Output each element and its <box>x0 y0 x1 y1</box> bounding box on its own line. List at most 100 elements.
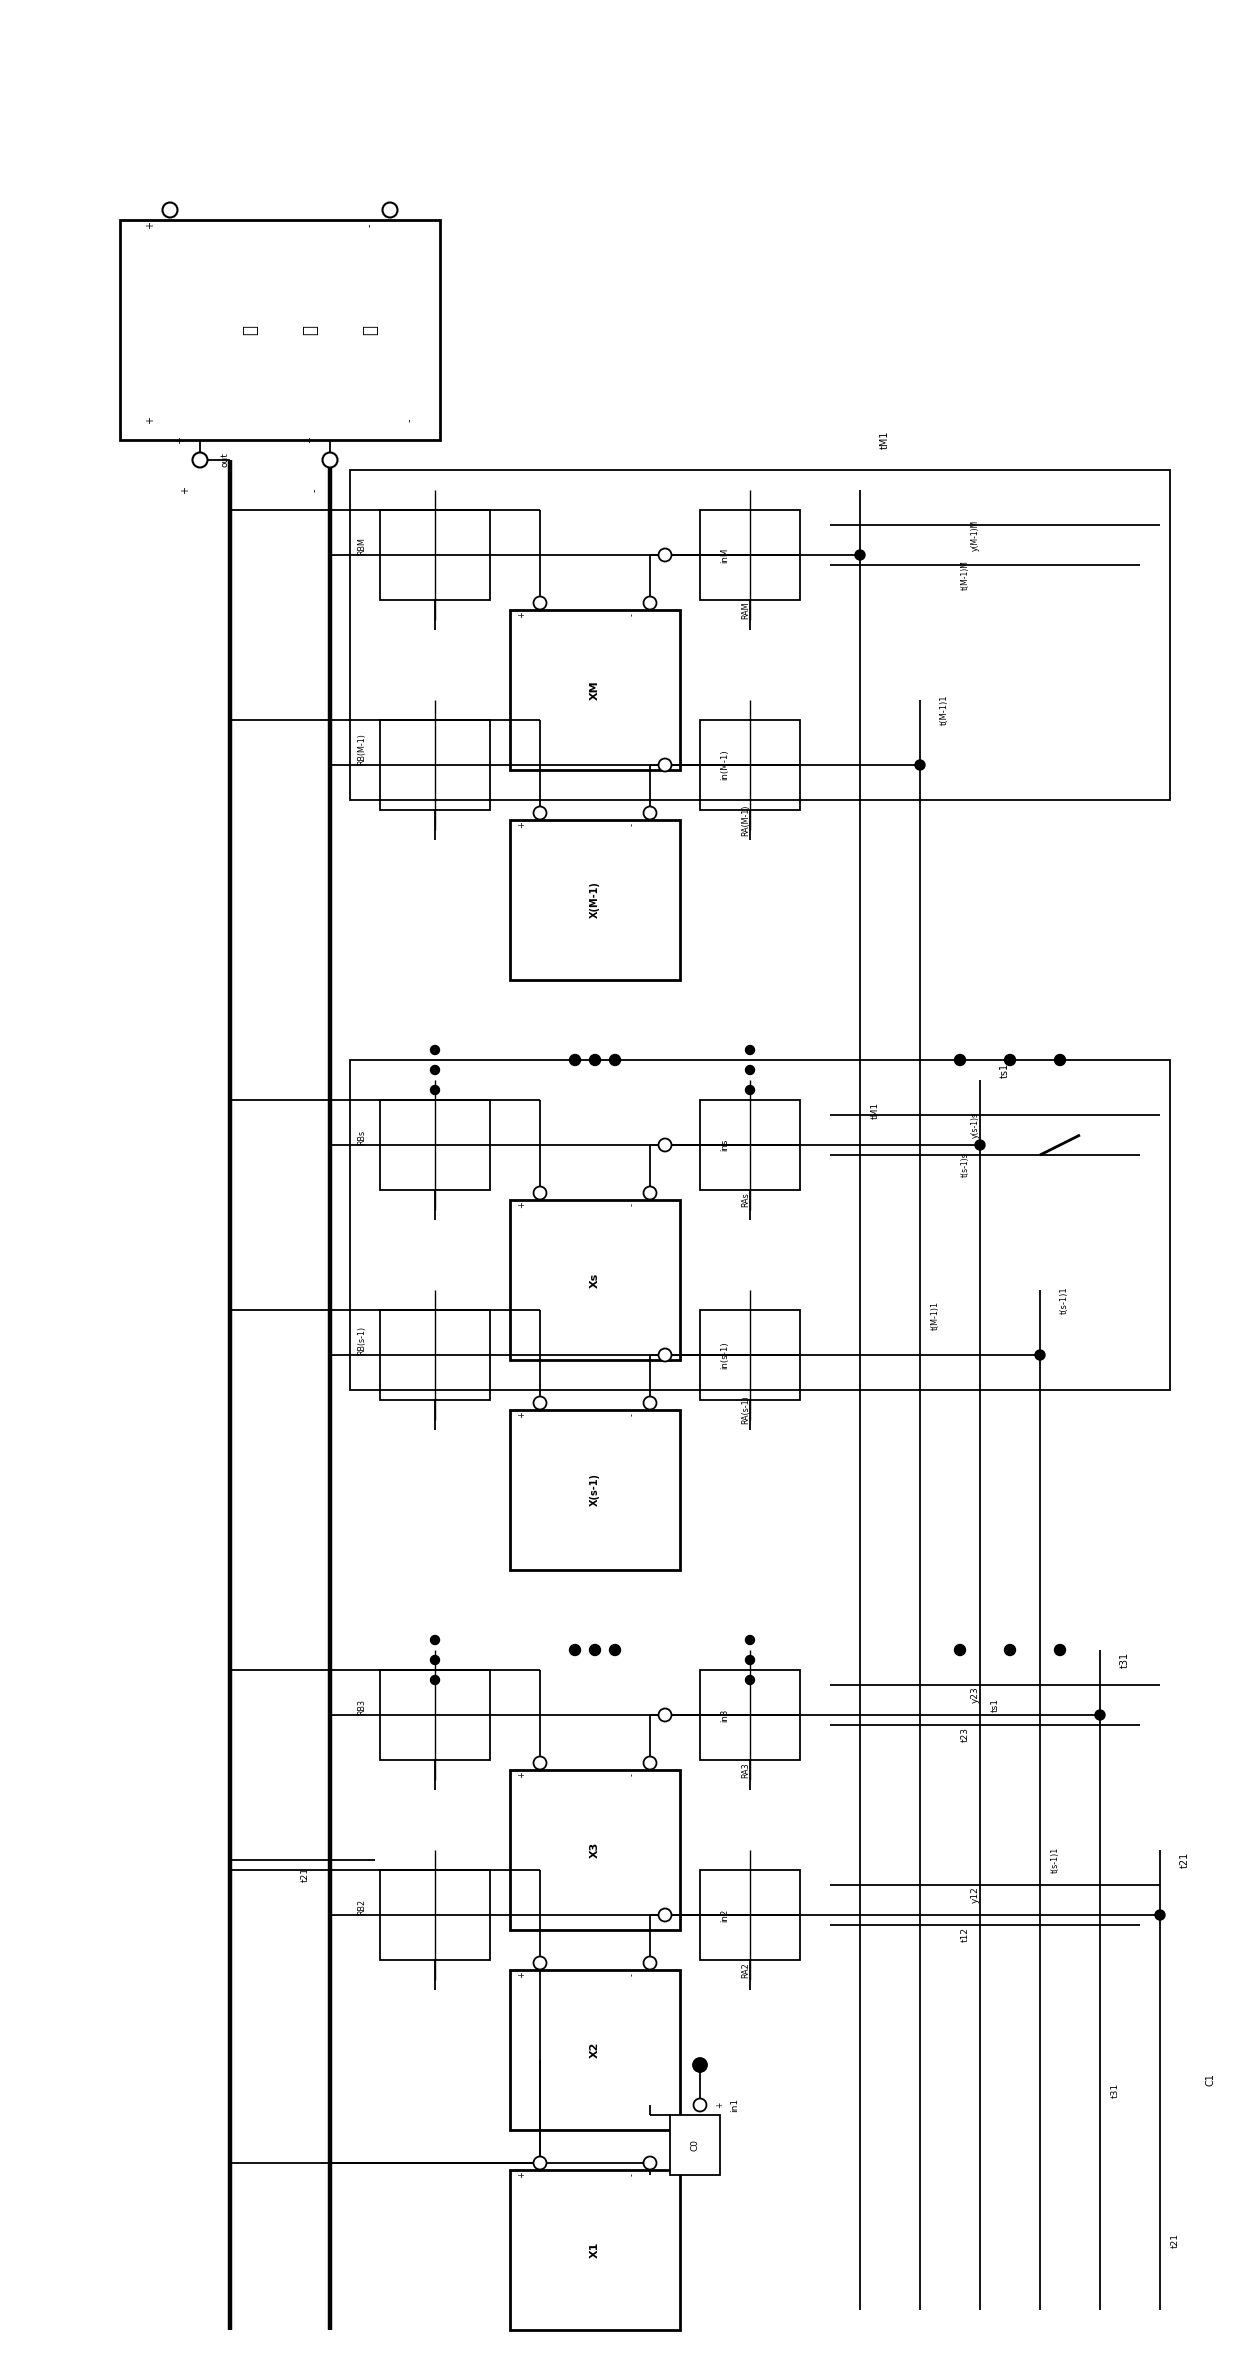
Text: t23: t23 <box>961 1728 970 1742</box>
Circle shape <box>192 453 207 467</box>
Circle shape <box>745 1635 754 1645</box>
Bar <box>510 1409 680 1569</box>
Circle shape <box>745 1654 754 1664</box>
Text: 器: 器 <box>361 326 379 335</box>
Circle shape <box>430 1064 439 1074</box>
Bar <box>701 510 800 599</box>
Text: +: + <box>175 437 185 444</box>
Text: -: - <box>405 418 415 422</box>
Text: Xs: Xs <box>590 1272 600 1289</box>
Text: t(s-1)1: t(s-1)1 <box>1060 1286 1069 1315</box>
Circle shape <box>658 1138 672 1152</box>
Text: X1: X1 <box>590 2242 600 2259</box>
Text: t21: t21 <box>300 1867 310 1883</box>
Circle shape <box>658 1709 672 1720</box>
Circle shape <box>533 597 547 609</box>
Text: +: + <box>517 1201 527 1208</box>
Circle shape <box>644 597 656 609</box>
Circle shape <box>610 1645 620 1654</box>
Bar <box>701 1310 800 1399</box>
Text: C1: C1 <box>1205 2074 1215 2086</box>
Circle shape <box>533 1397 547 1409</box>
Bar <box>350 470 1171 800</box>
Circle shape <box>162 203 177 217</box>
Text: t21: t21 <box>1171 2233 1179 2247</box>
Text: y12: y12 <box>971 1886 980 1905</box>
Circle shape <box>1035 1350 1045 1359</box>
Bar <box>701 1100 800 1189</box>
Circle shape <box>693 2058 707 2072</box>
Text: +: + <box>517 611 527 618</box>
Circle shape <box>1154 1909 1166 1921</box>
Text: RA(s-1): RA(s-1) <box>742 1395 750 1425</box>
Text: inM: inM <box>720 548 729 562</box>
Circle shape <box>955 1055 966 1064</box>
Bar <box>379 1100 490 1189</box>
Circle shape <box>1054 1055 1065 1064</box>
Text: -: - <box>627 614 636 616</box>
Circle shape <box>1054 1645 1065 1654</box>
Circle shape <box>658 1348 672 1362</box>
Text: t31: t31 <box>1120 1652 1130 1669</box>
Text: in(M-1): in(M-1) <box>720 750 729 781</box>
Text: X(s-1): X(s-1) <box>590 1473 600 1506</box>
Bar <box>701 1671 800 1761</box>
Text: RAM: RAM <box>742 602 750 618</box>
Circle shape <box>610 1055 620 1064</box>
Circle shape <box>1004 1055 1016 1064</box>
Text: -: - <box>627 1973 636 1978</box>
Text: -: - <box>365 224 374 227</box>
Text: ts1: ts1 <box>999 1062 1011 1079</box>
Circle shape <box>745 1064 754 1074</box>
Circle shape <box>658 1909 672 1921</box>
Circle shape <box>430 1635 439 1645</box>
Bar <box>510 609 680 769</box>
Circle shape <box>1004 1645 1016 1654</box>
Circle shape <box>430 1654 439 1664</box>
Circle shape <box>745 1086 754 1095</box>
Circle shape <box>533 1756 547 1770</box>
Circle shape <box>693 2098 707 2112</box>
Circle shape <box>533 1956 547 1971</box>
Text: y(s-1)s: y(s-1)s <box>971 1112 980 1138</box>
Circle shape <box>975 1140 985 1149</box>
Text: +: + <box>517 821 527 828</box>
Bar <box>350 1060 1171 1390</box>
Circle shape <box>589 1055 600 1064</box>
Text: -: - <box>310 489 320 491</box>
Text: X2: X2 <box>590 2041 600 2058</box>
Bar <box>670 2115 720 2176</box>
Text: RAs: RAs <box>742 1192 750 1208</box>
Bar <box>510 1971 680 2131</box>
Text: t(s-1)1: t(s-1)1 <box>1050 1848 1059 1874</box>
Text: t21: t21 <box>1180 1853 1190 1869</box>
Circle shape <box>955 1645 966 1654</box>
Bar <box>701 720 800 809</box>
Text: 换: 换 <box>301 326 319 335</box>
Bar <box>701 1869 800 1961</box>
Circle shape <box>569 1645 580 1654</box>
Text: +: + <box>517 2171 527 2178</box>
Circle shape <box>533 807 547 819</box>
Circle shape <box>1095 1711 1105 1720</box>
Bar <box>379 1869 490 1961</box>
Circle shape <box>658 758 672 772</box>
Bar <box>510 1770 680 1930</box>
Text: C0: C0 <box>691 2138 699 2150</box>
Text: RB3: RB3 <box>357 1699 367 1716</box>
Text: RA2: RA2 <box>742 1961 750 1978</box>
Circle shape <box>382 203 398 217</box>
Text: ts1: ts1 <box>991 1697 999 1711</box>
Text: +: + <box>305 437 315 444</box>
Circle shape <box>745 1045 754 1055</box>
Text: t(M-1)1: t(M-1)1 <box>930 1300 940 1329</box>
Text: RB(s-1): RB(s-1) <box>357 1326 367 1355</box>
Bar <box>379 510 490 599</box>
Text: +: + <box>715 2103 724 2107</box>
Text: in1: in1 <box>730 2098 739 2112</box>
Circle shape <box>533 1187 547 1199</box>
Circle shape <box>644 1756 656 1770</box>
Text: +: + <box>145 222 155 229</box>
Circle shape <box>644 807 656 819</box>
Text: -: - <box>627 2174 636 2176</box>
